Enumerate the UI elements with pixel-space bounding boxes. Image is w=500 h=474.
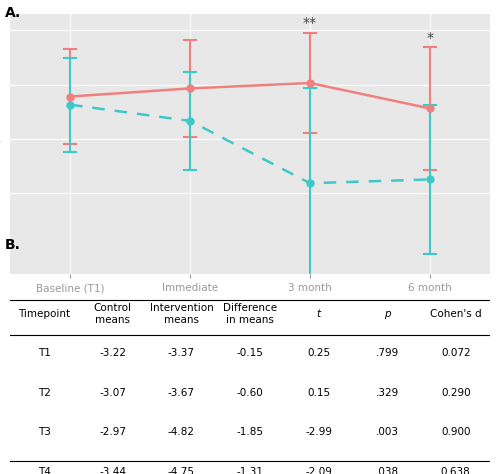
Text: **: **	[303, 17, 317, 30]
Text: A.: A.	[5, 6, 21, 19]
Text: B.: B.	[5, 238, 21, 252]
Text: *: *	[426, 30, 434, 45]
